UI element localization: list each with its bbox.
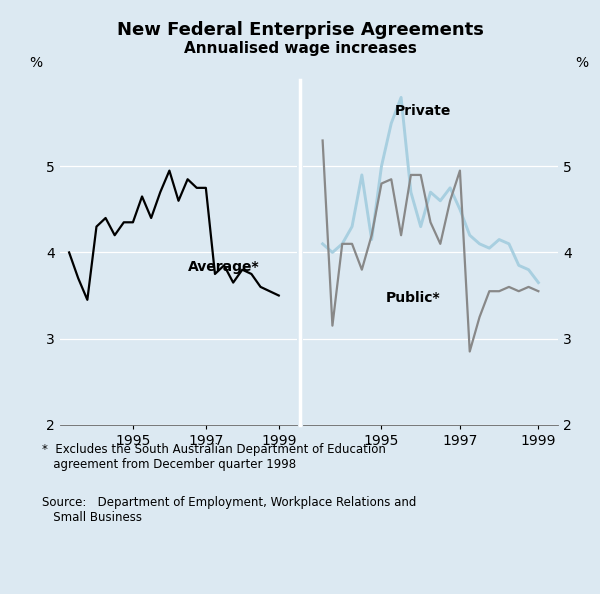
Text: %: % xyxy=(29,56,43,70)
Text: New Federal Enterprise Agreements: New Federal Enterprise Agreements xyxy=(116,21,484,39)
Text: %: % xyxy=(575,56,589,70)
Text: Private: Private xyxy=(395,103,452,118)
Text: *  Excludes the South Australian Department of Education
   agreement from Decem: * Excludes the South Australian Departme… xyxy=(42,443,386,470)
Text: Public*: Public* xyxy=(385,292,440,305)
Text: Annualised wage increases: Annualised wage increases xyxy=(184,41,416,56)
Text: Source:   Department of Employment, Workplace Relations and
   Small Business: Source: Department of Employment, Workpl… xyxy=(42,496,416,524)
Text: Average*: Average* xyxy=(188,260,259,274)
